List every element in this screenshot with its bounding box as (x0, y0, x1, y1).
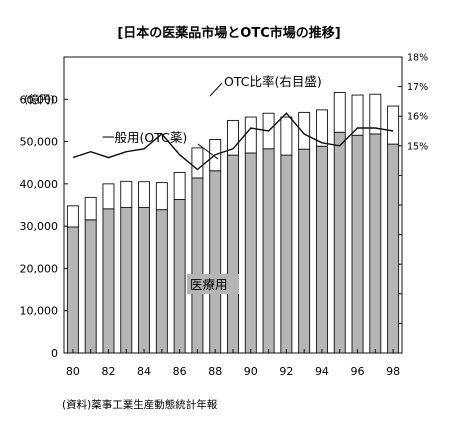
bar-prescription-94 (315, 145, 328, 354)
bar-prescription-83 (120, 207, 133, 354)
bar-prescription-88 (209, 170, 222, 354)
bar-otc-87 (191, 147, 204, 179)
chart-title: [日本の医薬品市場とOTC市場の推移] (117, 25, 340, 41)
bar-otc-96 (351, 94, 364, 136)
bar-otc-80 (66, 205, 79, 228)
left-y-tick-label-20000: 20,000 (20, 262, 59, 275)
bar-prescription-86 (173, 199, 186, 354)
otc-ratio-line (72, 112, 394, 171)
bar-otc-90 (244, 116, 257, 154)
bars (66, 92, 400, 354)
otc-ratio-annotation: OTC比率(右目盛) (224, 74, 322, 89)
left-y-tick-label-10000: 10,000 (20, 305, 59, 318)
bar-otc-97 (369, 93, 382, 135)
x-tick-label-84: 84 (137, 365, 151, 378)
otc-ratio-leader-line (209, 82, 223, 97)
bar-prescription-90 (244, 152, 257, 354)
bar-otc-92 (280, 116, 293, 156)
bar-otc-82 (102, 183, 115, 210)
x-tick-label-80: 80 (66, 365, 80, 378)
prescription-annotation: 医療用 (190, 277, 228, 292)
bar-prescription-87 (191, 177, 204, 354)
x-tick-label-88: 88 (208, 365, 222, 378)
left-y-tick-label-50000: 50,000 (20, 136, 59, 149)
bar-otc-95 (333, 92, 346, 133)
y-axis-label: (億円) (24, 93, 55, 106)
bar-prescription-97 (369, 133, 382, 354)
left-y-tick-label-60000: 60,000 (20, 93, 59, 106)
left-y-tick-label-40000: 40,000 (20, 178, 59, 191)
x-tick-label-98: 98 (386, 365, 400, 378)
bar-prescription-82 (102, 208, 115, 354)
left-y-axis: 0 10,000 20,000 30,000 40,000 50,000 60,000 (20, 93, 68, 360)
bar-prescription-91 (262, 148, 275, 354)
bar-prescription-89 (227, 154, 239, 354)
bar-otc-84 (138, 181, 151, 208)
x-axis: 80 82 84 86 88 90 92 94 96 98 (66, 349, 400, 378)
prescription-annotation-bg (187, 274, 239, 294)
bar-otc-86 (173, 171, 186, 200)
bar-otc-83 (120, 180, 133, 208)
bar-prescription-98 (387, 143, 400, 354)
bar-otc-81 (84, 196, 97, 221)
otc-drug-annotation: 一般用(OTC薬) (102, 130, 187, 145)
bar-prescription-95 (333, 131, 346, 354)
x-tick-label-94: 94 (315, 365, 329, 378)
x-tick-label-82: 82 (101, 365, 115, 378)
bar-otc-89 (227, 119, 239, 156)
bar-prescription-80 (66, 226, 79, 354)
right-y-axis: 15% 16% 17% 18% (398, 53, 428, 354)
x-tick-label-90: 90 (244, 365, 258, 378)
bar-otc-85 (155, 182, 168, 211)
bar-prescription-84 (138, 207, 151, 354)
right-y-tick-label-15: 15% (407, 141, 428, 152)
bar-otc-94 (315, 109, 328, 147)
bar-otc-93 (298, 111, 311, 150)
bar-prescription-85 (155, 209, 168, 354)
source-note: (資料)薬事工業生産動態統計年報 (62, 398, 218, 411)
x-tick-label-86: 86 (173, 365, 187, 378)
left-y-tick-label-0: 0 (51, 347, 58, 360)
bar-prescription-92 (280, 154, 293, 354)
bar-prescription-93 (298, 148, 311, 354)
bar-prescription-96 (351, 134, 364, 354)
otc-drug-leader-line (197, 143, 219, 160)
x-tick-label-92: 92 (279, 365, 293, 378)
right-y-tick-label-17: 17% (407, 82, 428, 93)
bar-otc-98 (387, 105, 400, 145)
ratio-line (72, 112, 394, 171)
right-y-tick-label-16: 16% (407, 112, 428, 123)
x-tick-label-96: 96 (351, 365, 365, 378)
left-y-tick-label-30000: 30,000 (20, 220, 59, 233)
bar-prescription-81 (84, 219, 97, 354)
right-y-tick-label-18: 18% (407, 53, 428, 64)
